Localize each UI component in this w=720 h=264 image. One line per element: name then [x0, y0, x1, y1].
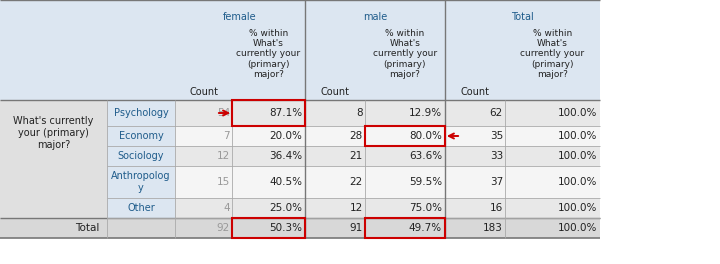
Text: 80.0%: 80.0% [409, 131, 442, 141]
Polygon shape [107, 198, 175, 218]
Text: 12.9%: 12.9% [409, 108, 442, 118]
Polygon shape [107, 166, 175, 198]
Text: 54: 54 [217, 108, 230, 118]
Text: 15: 15 [217, 177, 230, 187]
Text: 37: 37 [490, 177, 503, 187]
Bar [232, 218, 305, 238]
Text: 100.0%: 100.0% [557, 223, 597, 233]
Text: 22: 22 [350, 177, 363, 187]
Polygon shape [0, 126, 107, 146]
Text: 183: 183 [483, 223, 503, 233]
Polygon shape [0, 166, 600, 198]
Polygon shape [107, 126, 175, 146]
Text: 100.0%: 100.0% [557, 177, 597, 187]
Text: 4: 4 [223, 203, 230, 213]
Text: % within
What's
currently your
(primary)
major?: % within What's currently your (primary)… [373, 29, 437, 79]
Text: 12: 12 [350, 203, 363, 213]
Polygon shape [0, 198, 107, 218]
Text: 8: 8 [356, 108, 363, 118]
Polygon shape [0, 0, 600, 100]
Text: 33: 33 [490, 151, 503, 161]
Text: Count: Count [461, 87, 490, 97]
Polygon shape [0, 126, 600, 146]
Text: 28: 28 [350, 131, 363, 141]
Text: Sociology: Sociology [118, 151, 164, 161]
Text: 40.5%: 40.5% [269, 177, 302, 187]
Text: 87.1%: 87.1% [269, 108, 302, 118]
Polygon shape [0, 198, 600, 218]
Polygon shape [0, 100, 600, 126]
Text: 36.4%: 36.4% [269, 151, 302, 161]
Polygon shape [107, 100, 175, 126]
Text: 49.7%: 49.7% [409, 223, 442, 233]
Text: Other: Other [127, 203, 155, 213]
Text: 62: 62 [490, 108, 503, 118]
Text: % within
What's
currently your
(primary)
major?: % within What's currently your (primary)… [236, 29, 300, 79]
Text: male: male [363, 12, 387, 22]
Text: 100.0%: 100.0% [557, 151, 597, 161]
Polygon shape [0, 166, 107, 198]
Bar [365, 218, 445, 238]
Text: 100.0%: 100.0% [557, 108, 597, 118]
Text: 21: 21 [350, 151, 363, 161]
Text: 25.0%: 25.0% [269, 203, 302, 213]
Text: What's currently
your (primary)
major?: What's currently your (primary) major? [13, 116, 94, 150]
Text: 7: 7 [223, 131, 230, 141]
Text: 91: 91 [350, 223, 363, 233]
Text: 92: 92 [217, 223, 230, 233]
Text: 59.5%: 59.5% [409, 177, 442, 187]
Polygon shape [0, 146, 107, 166]
Text: Anthropolog
y: Anthropolog y [112, 171, 171, 193]
Polygon shape [107, 146, 175, 166]
Bar [232, 100, 305, 126]
Text: 20.0%: 20.0% [269, 131, 302, 141]
Text: 16: 16 [490, 203, 503, 213]
Text: Psychology: Psychology [114, 108, 168, 118]
Polygon shape [0, 218, 600, 238]
Text: Count: Count [189, 87, 218, 97]
Text: 12: 12 [217, 151, 230, 161]
Text: 100.0%: 100.0% [557, 203, 597, 213]
Polygon shape [0, 100, 107, 126]
Text: Economy: Economy [119, 131, 163, 141]
Text: Total: Total [76, 223, 99, 233]
Bar [365, 126, 445, 146]
Text: Total: Total [511, 12, 534, 22]
Text: % within
What's
currently your
(primary)
major?: % within What's currently your (primary)… [521, 29, 585, 79]
Text: 63.6%: 63.6% [409, 151, 442, 161]
Text: 35: 35 [490, 131, 503, 141]
Text: female: female [223, 12, 257, 22]
Polygon shape [0, 218, 107, 238]
Text: 50.3%: 50.3% [269, 223, 302, 233]
Text: 75.0%: 75.0% [409, 203, 442, 213]
Text: Count: Count [320, 87, 349, 97]
Polygon shape [0, 146, 600, 166]
Text: 100.0%: 100.0% [557, 131, 597, 141]
